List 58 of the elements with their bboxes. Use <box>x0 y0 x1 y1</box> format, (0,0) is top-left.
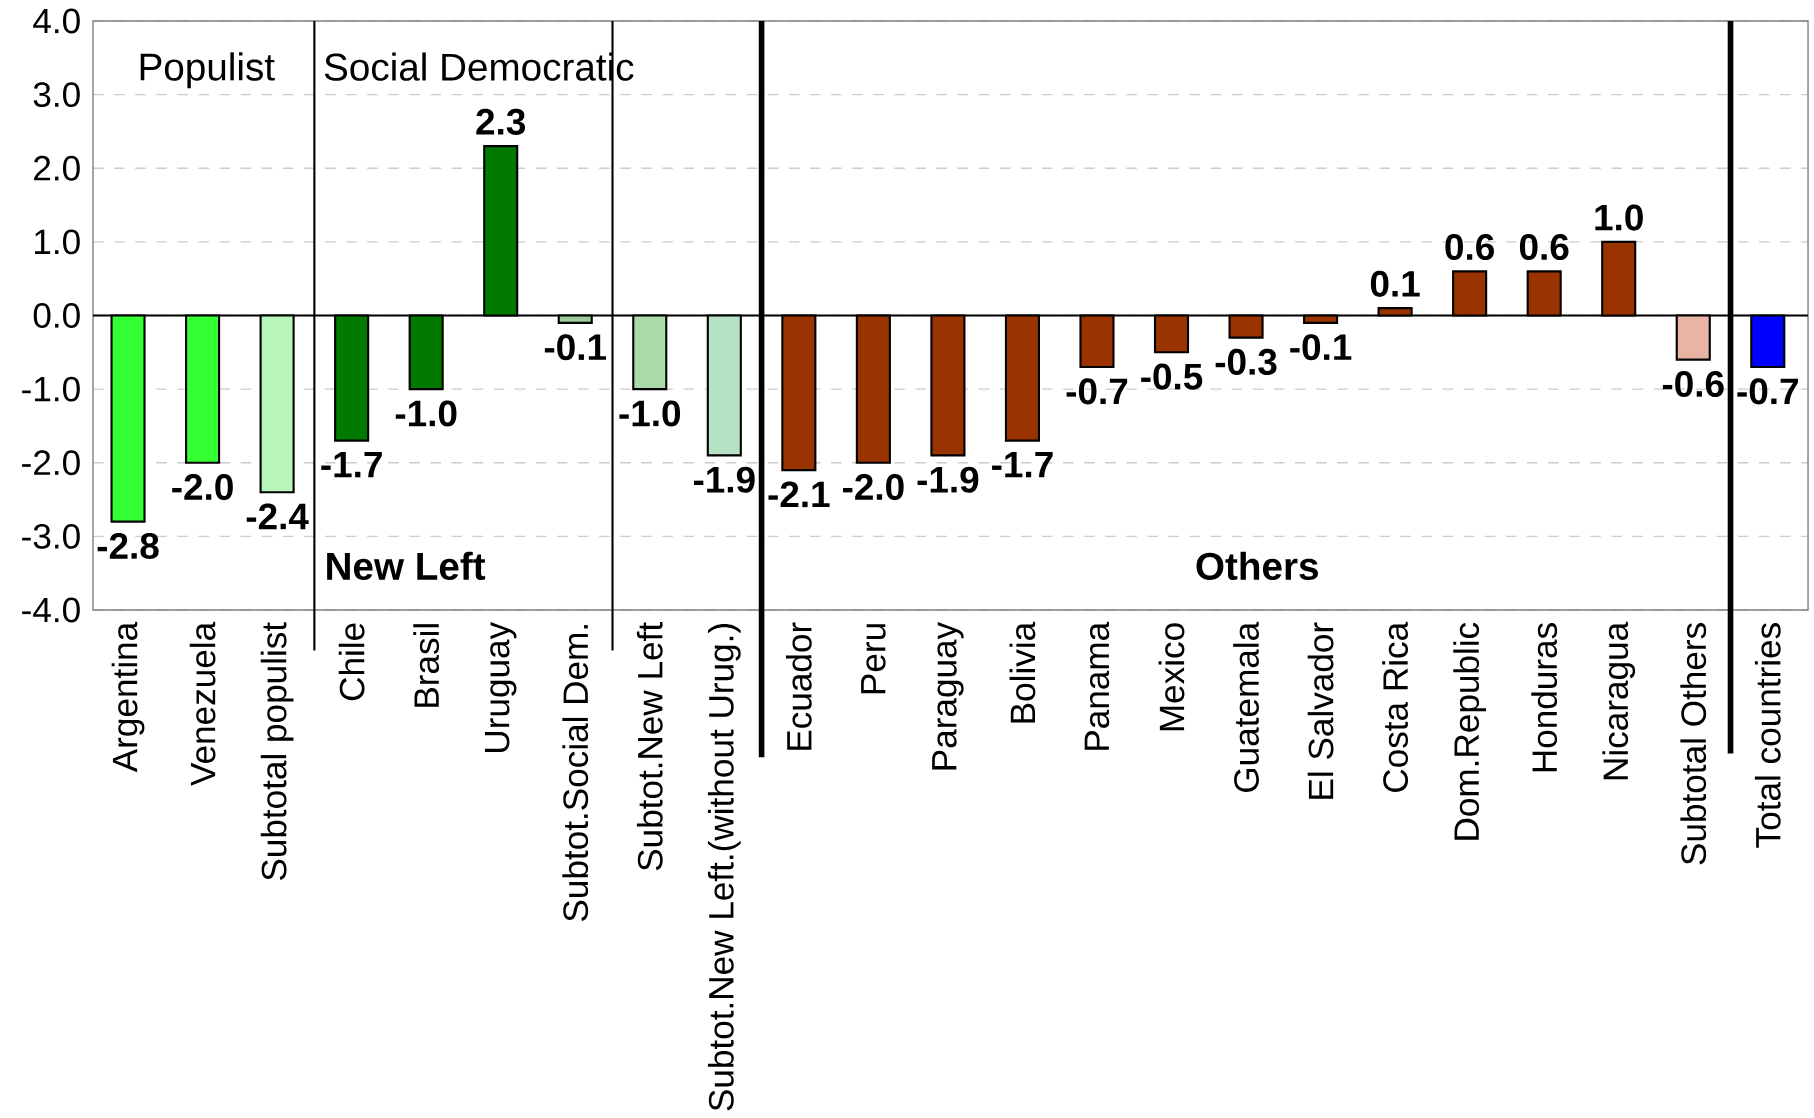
data-label: -1.9 <box>917 466 979 493</box>
x-tick-label: Ecuador <box>785 622 812 750</box>
data-label: 0.6 <box>1445 233 1494 261</box>
x-tick-label: Guatemala <box>1233 621 1259 792</box>
x-tick-label: Total countries <box>1754 623 1781 848</box>
x-tick-label: Chile <box>338 623 365 701</box>
data-label: -0.7 <box>1737 378 1798 405</box>
data-label: -2.8 <box>97 532 159 560</box>
x-tick-label: Peru <box>861 624 886 694</box>
x-tick-label: El Salvador <box>1307 622 1334 799</box>
data-label: -1.9 <box>693 466 755 493</box>
data-label: -2.0 <box>172 474 233 501</box>
x-tick-label: Nicaragua <box>1602 621 1636 780</box>
y-tick-label: -2.0 <box>22 450 80 476</box>
x-tick-label: Subtotal Others <box>1680 623 1707 865</box>
x-tick-label: Dom.Republic <box>1453 622 1487 840</box>
y-tick-label: -4.0 <box>22 597 80 623</box>
data-label: 1.0 <box>1595 204 1643 231</box>
data-label: -0.5 <box>1141 363 1203 390</box>
data-label: -2.0 <box>843 474 904 501</box>
data-label: -1.7 <box>321 451 382 478</box>
x-tick-label: Subtot.New Left.(without Urug.) <box>707 624 741 1111</box>
data-label: -1.0 <box>395 400 457 427</box>
x-tick-label: Venezuela <box>189 621 216 786</box>
data-label: -2.4 <box>246 503 309 530</box>
x-tick-label: Bolivia <box>1009 621 1036 723</box>
data-label: -0.3 <box>1215 348 1277 376</box>
data-label: -0.6 <box>1662 370 1724 398</box>
data-label: -0.1 <box>1290 334 1352 361</box>
annotation: Others <box>1196 551 1318 581</box>
x-tick-label: Mexico <box>1158 623 1185 731</box>
y-tick-label: 4.0 <box>33 8 80 34</box>
data-label: 0.6 <box>1519 233 1569 261</box>
y-tick-label: -3.0 <box>22 523 80 549</box>
x-tick-label: Subtot.Social Dem. <box>562 625 589 922</box>
data-label: -1.0 <box>619 400 681 427</box>
data-label: -0.7 <box>1066 378 1128 405</box>
x-tick-label: Honduras <box>1531 623 1558 772</box>
data-label: -0.1 <box>544 334 606 361</box>
x-tick-label: Panama <box>1084 621 1110 750</box>
data-label: 2.3 <box>476 108 526 135</box>
annotation: Populist <box>140 52 275 89</box>
data-label: -2.1 <box>768 481 830 508</box>
y-tick-label: 3.0 <box>33 82 80 108</box>
annotation: New Left <box>327 551 486 581</box>
data-label: -1.7 <box>992 451 1053 478</box>
y-tick-label: 1.0 <box>35 229 80 255</box>
x-tick-label: Paraguay <box>932 621 964 770</box>
data-label: 0.1 <box>1370 270 1420 297</box>
x-tick-label: Costa Rica <box>1382 621 1409 792</box>
x-tick-label: Argentina <box>111 621 145 773</box>
x-tick-label: Uruguay <box>484 621 517 752</box>
x-tick-label: Subtot.New Left <box>636 622 663 871</box>
y-tick-label: -1.0 <box>22 376 80 402</box>
x-tick-label: Brasil <box>413 624 440 707</box>
y-tick-label: 0.0 <box>33 303 80 328</box>
y-tick-label: 2.0 <box>34 155 80 181</box>
x-tick-label: Subtotal populist <box>260 622 294 881</box>
